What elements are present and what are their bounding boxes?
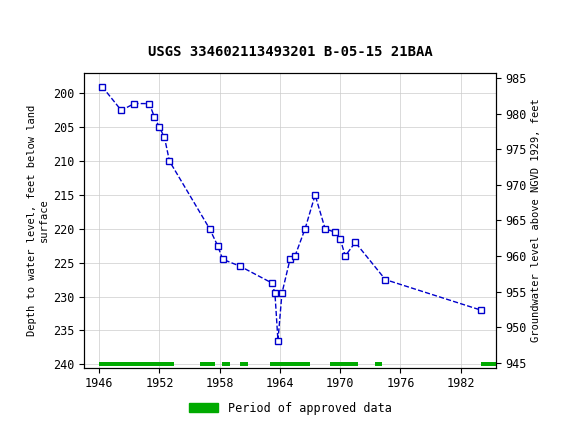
- Bar: [375, 362, 382, 366]
- Bar: [270, 362, 310, 366]
- Bar: [240, 362, 248, 366]
- Y-axis label: Groundwater level above NGVD 1929, feet: Groundwater level above NGVD 1929, feet: [531, 98, 541, 342]
- Bar: [200, 362, 215, 366]
- Y-axis label: Depth to water level, feet below land
surface: Depth to water level, feet below land su…: [27, 105, 49, 336]
- Bar: [330, 362, 358, 366]
- Text: ≡USGS: ≡USGS: [14, 12, 85, 31]
- Bar: [481, 362, 496, 366]
- Legend: Period of approved data: Period of approved data: [184, 397, 396, 420]
- Bar: [222, 362, 230, 366]
- Text: USGS 334602113493201 B-05-15 21BAA: USGS 334602113493201 B-05-15 21BAA: [148, 45, 432, 59]
- Bar: [99, 362, 175, 366]
